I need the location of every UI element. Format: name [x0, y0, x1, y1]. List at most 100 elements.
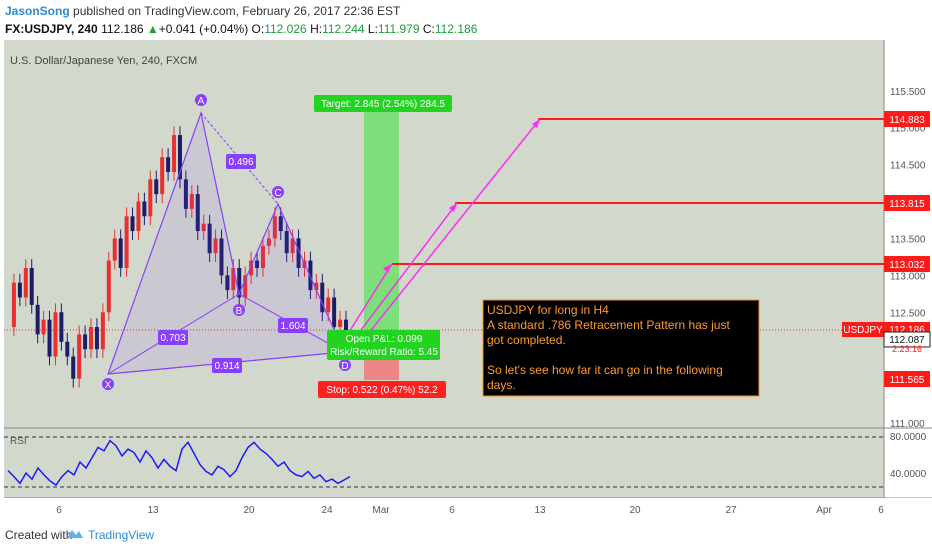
- x-tick-label-3: 24: [321, 505, 333, 516]
- candle-body: [290, 238, 295, 254]
- chart-title: U.S. Dollar/Japanese Yen, 240, FXCM: [10, 55, 197, 67]
- x-tick-label-8: 27: [725, 505, 737, 516]
- candle-body: [177, 135, 182, 180]
- candle-body: [77, 334, 82, 379]
- projection-arrow-2: [351, 202, 458, 343]
- chart-header: JasonSong published on TradingView.com, …: [0, 0, 932, 40]
- candle-body: [83, 334, 88, 350]
- change-value: +0.041 (+0.04%): [158, 22, 249, 36]
- svg-text:days.: days.: [487, 378, 516, 392]
- candle-body: [237, 267, 242, 298]
- pattern-point-a: A: [195, 94, 207, 107]
- candle-body: [213, 238, 218, 254]
- y-tick-label-0: 115.500: [890, 87, 926, 98]
- candle-body: [320, 282, 325, 313]
- svg-text:X: X: [105, 380, 112, 391]
- candle-body: [225, 275, 230, 291]
- rsi-line: [7, 439, 351, 487]
- svg-text:Open P&L: 0.099: Open P&L: 0.099: [346, 334, 423, 345]
- candle-body: [154, 179, 159, 195]
- ratio-label-1: 0.496: [226, 154, 256, 169]
- candle-body: [106, 260, 111, 313]
- candle-body: [219, 238, 224, 276]
- pattern-point-d: D: [339, 359, 351, 372]
- candle-body: [17, 282, 22, 298]
- stop-price-tag: 111.565: [884, 371, 930, 387]
- svg-text:112.186: 112.186: [889, 325, 925, 336]
- ohlc-line: FX:USDJPY, 240 112.186 ▲+0.041 (+0.04%) …: [5, 22, 477, 36]
- projection-arrow-3: [359, 118, 541, 345]
- level-tag-2: 113.815: [884, 195, 930, 211]
- candle-body: [183, 179, 188, 209]
- svg-text:111.565: 111.565: [890, 375, 925, 386]
- candlesticks: [11, 126, 348, 388]
- open-value: 112.026: [264, 22, 307, 36]
- svg-text:got completed.: got completed.: [487, 333, 566, 347]
- candle-body: [255, 260, 260, 268]
- pattern-point-b: B: [233, 304, 245, 317]
- candle-body: [160, 157, 165, 195]
- candle-body: [207, 223, 212, 254]
- level-tag-3: 113.032: [884, 256, 930, 272]
- candle-body: [59, 312, 64, 342]
- stop-box: Stop: 0.522 (0.47%) 52.2: [318, 381, 446, 398]
- rsi-tick-40: 40.0000: [890, 469, 927, 480]
- pl-box: Open P&L: 0.099 Risk/Reward Ratio: 5.45: [327, 330, 440, 360]
- arrowhead-3: [532, 119, 540, 128]
- low-value: 111.979: [377, 22, 420, 36]
- target-box: Target: 2.845 (2.54%) 284.5: [314, 95, 452, 112]
- xd-leg: [107, 351, 345, 375]
- symbol-label: FX:USDJPY, 240: [5, 22, 98, 36]
- candle-body: [272, 216, 277, 239]
- svg-text:D: D: [341, 361, 348, 372]
- projection-arrow-1: [343, 263, 393, 341]
- time-axis-bg: [0, 498, 932, 520]
- svg-text:So let's see how far it can go: So let's see how far it can go in the fo…: [487, 363, 723, 377]
- high-label: H:: [310, 22, 323, 36]
- x-tick-label-6: 13: [534, 505, 546, 516]
- candle-body: [243, 275, 248, 298]
- x-tick-label-2: 20: [243, 505, 255, 516]
- candle-body: [296, 238, 301, 268]
- candle-body: [260, 245, 265, 268]
- low-label: L:: [367, 22, 378, 36]
- svg-text:USDJPY: USDJPY: [843, 325, 883, 336]
- svg-text:USDJPY for long in H4: USDJPY for long in H4: [487, 303, 609, 317]
- svg-text:0.703: 0.703: [160, 333, 185, 344]
- svg-text:112.087: 112.087: [889, 335, 925, 346]
- tradingview-link[interactable]: TradingView: [88, 528, 155, 542]
- author-link[interactable]: JasonSong: [5, 4, 70, 18]
- candle-body: [94, 327, 99, 350]
- x-tick-label-1: 13: [147, 505, 159, 516]
- svg-text:C: C: [274, 188, 281, 199]
- svg-text:0.496: 0.496: [228, 157, 253, 168]
- candle-body: [47, 319, 52, 357]
- svg-text:Target: 2.845 (2.54%) 284.5: Target: 2.845 (2.54%) 284.5: [321, 99, 445, 110]
- candle-body: [35, 304, 40, 335]
- rsi-tick-80: 80.0000: [890, 432, 927, 443]
- x-tick-label-7: 20: [629, 505, 641, 516]
- ratio-label-4: 0.914: [212, 358, 242, 373]
- open-label: O:: [251, 22, 265, 36]
- candle-body: [189, 194, 194, 209]
- candle-body: [338, 319, 343, 328]
- candle-body: [118, 238, 123, 268]
- created-with-text: Created with: [5, 528, 73, 542]
- x-tick-label-9: Apr: [816, 505, 832, 516]
- arrowhead-2: [449, 203, 457, 212]
- price-chart[interactable]: U.S. Dollar/Japanese Yen, 240, FXCM 115.…: [0, 40, 932, 520]
- candle-body: [284, 231, 289, 254]
- rsi-label: RSI: [10, 436, 27, 447]
- analysis-note: USDJPY for long in H4 A standard .786 Re…: [482, 299, 760, 397]
- x-tick-label-5: 6: [449, 505, 455, 516]
- x-axis-ticks: 6 13 20 24 Mar 6 13 20 27 Apr 6: [56, 505, 884, 516]
- candle-body: [314, 282, 319, 291]
- candle-body: [130, 216, 135, 232]
- y-tick-label-2: 114.500: [890, 161, 926, 172]
- last-price: 112.186: [101, 22, 144, 36]
- candle-body: [326, 297, 331, 313]
- candle-body: [166, 157, 171, 172]
- candle-body: [112, 238, 117, 261]
- svg-text:113.815: 113.815: [889, 199, 925, 210]
- svg-text:114.883: 114.883: [889, 115, 925, 126]
